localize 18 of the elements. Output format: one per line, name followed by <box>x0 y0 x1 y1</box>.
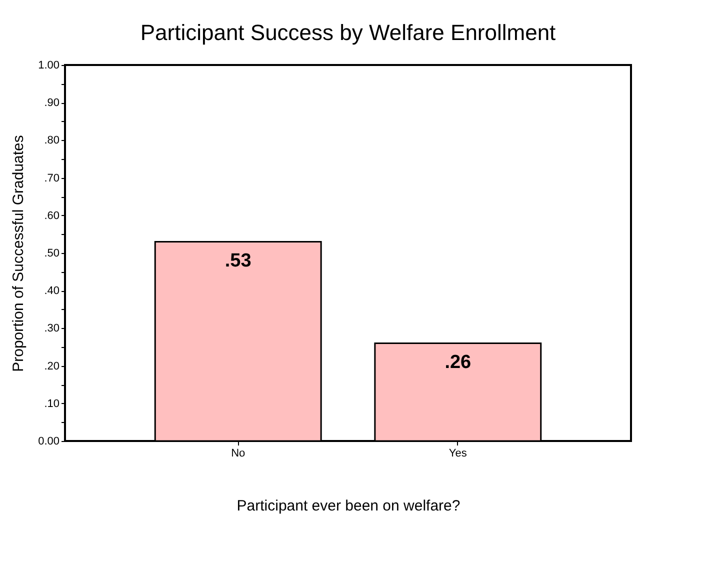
x-tick-label: No <box>231 448 246 460</box>
y-axis-title: Proportion of Successful Graduates <box>10 135 28 372</box>
data-label: .26 <box>444 352 472 374</box>
y-tick-label: .60 <box>44 210 60 222</box>
data-label: .53 <box>224 250 252 272</box>
x-axis-title: Participant ever been on welfare? <box>236 498 460 514</box>
y-tick-label: 0.00 <box>38 436 60 448</box>
y-tick-label: .30 <box>44 322 60 335</box>
x-tick-label: Yes <box>448 448 468 460</box>
y-tick-label: .70 <box>44 172 60 184</box>
y-tick-label: .80 <box>44 134 60 147</box>
chart-title: Participant Success by Welfare Enrollment <box>140 20 556 45</box>
y-tick-label: .40 <box>44 285 60 298</box>
y-tick-label: .50 <box>44 248 60 260</box>
y-tick-label: 1.00 <box>38 60 60 72</box>
y-tick-label: .90 <box>44 97 60 110</box>
y-tick-label: .10 <box>44 398 60 410</box>
y-tick-label: .20 <box>44 360 60 372</box>
